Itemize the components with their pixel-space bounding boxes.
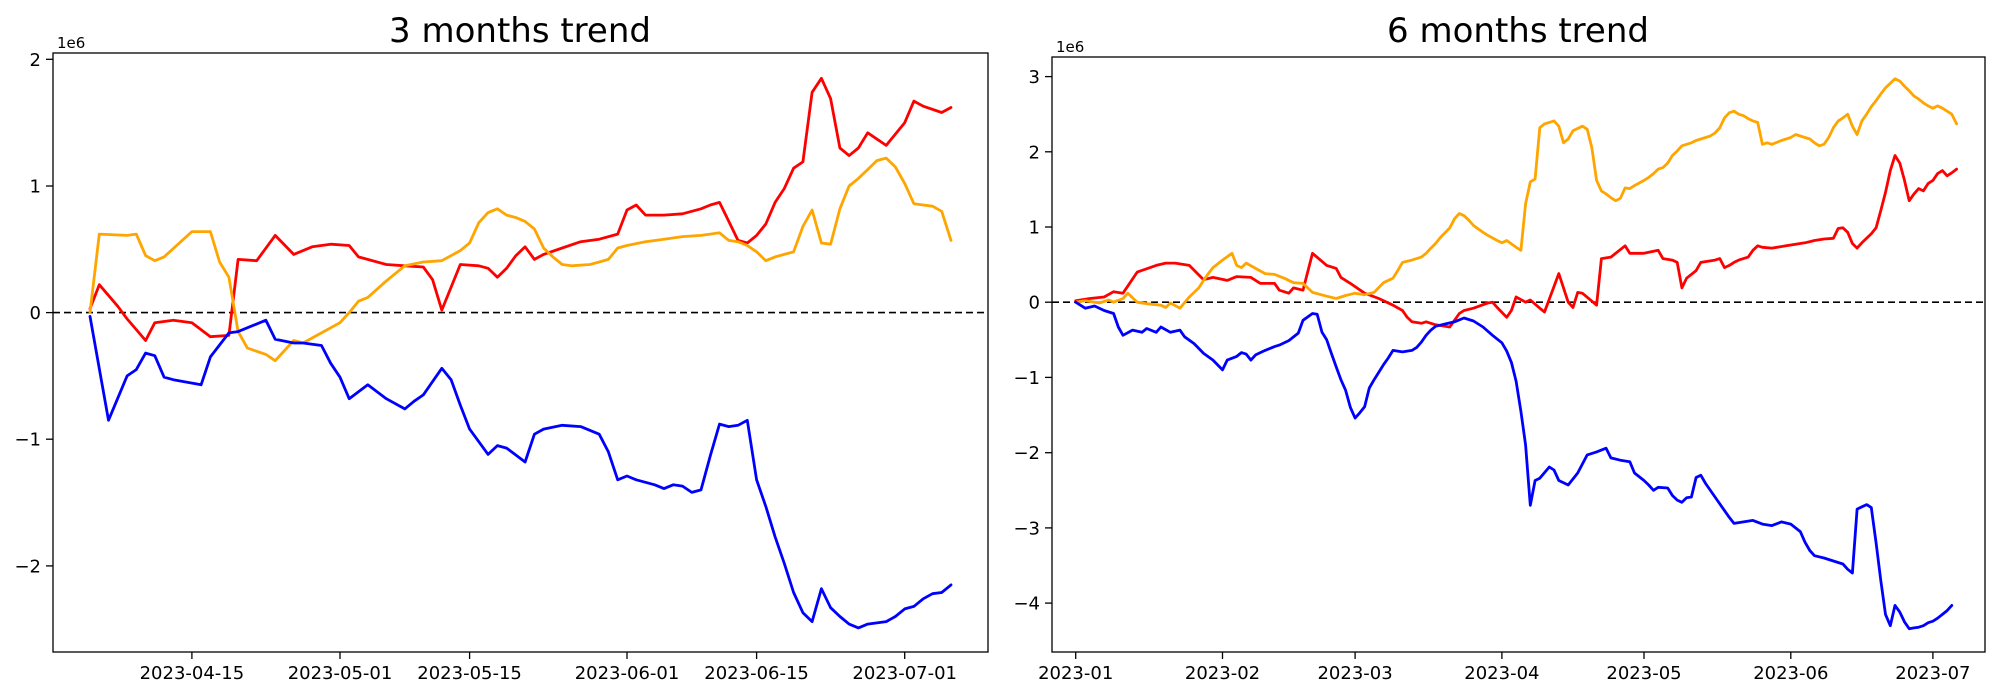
axes-frame bbox=[52, 52, 989, 653]
y-tick-label: −2 bbox=[14, 556, 41, 577]
y-tick-label: −1 bbox=[14, 430, 41, 451]
y-tick-label: −1 bbox=[1013, 368, 1040, 389]
x-tick-label: 2023-07 bbox=[1895, 663, 1970, 684]
x-tick-label: 2023-07-01 bbox=[852, 663, 957, 684]
x-tick-label: 2023-05-15 bbox=[417, 663, 522, 684]
x-tick-label: 2023-05 bbox=[1606, 663, 1681, 684]
x-tick-label: 2023-03 bbox=[1317, 663, 1392, 684]
x-tick-label: 2023-04 bbox=[1464, 663, 1539, 684]
x-tick-label: 2023-04-15 bbox=[140, 663, 245, 684]
x-tick-label: 2023-01 bbox=[1038, 663, 1113, 684]
y-tick-label: 2 bbox=[1029, 142, 1040, 163]
series-line-orange bbox=[1074, 77, 1958, 310]
x-tick-label: 2023-06-15 bbox=[704, 663, 809, 684]
x-tick-label: 2023-02 bbox=[1185, 663, 1260, 684]
series-line-red bbox=[1074, 154, 1958, 329]
x-tick-label: 2023-05-01 bbox=[288, 663, 393, 684]
x-tick-label: 2023-06-01 bbox=[575, 663, 680, 684]
y-axis-offset-label-left: 1e6 bbox=[57, 34, 85, 52]
y-tick-label: 2 bbox=[30, 50, 41, 71]
y-tick-label: 1 bbox=[1029, 218, 1040, 239]
y-tick-label: −2 bbox=[1013, 443, 1040, 464]
chart-title-3-months: 3 months trend bbox=[389, 11, 651, 51]
subplot-3-months-trend: 3 months trend 1e6 2023-04-15 2023-05-01 2… bbox=[14, 11, 989, 684]
y-tick-label: −4 bbox=[1013, 594, 1040, 615]
axes-frame bbox=[1051, 56, 1986, 653]
subplot-6-months-trend: 6 months trend 1e6 2023-01 2023-02 2023-03… bbox=[1013, 11, 1986, 684]
y-tick-label: −3 bbox=[1013, 518, 1040, 539]
y-tick-label: 0 bbox=[30, 303, 41, 324]
series-line-blue bbox=[88, 314, 953, 630]
y-axis-offset-label-right: 1e6 bbox=[1056, 38, 1084, 56]
x-tick-label: 2023-06 bbox=[1753, 663, 1828, 684]
y-tick-label: 3 bbox=[1029, 67, 1040, 88]
series-line-orange bbox=[88, 156, 953, 363]
series-line-blue bbox=[1074, 300, 1954, 631]
y-tick-label: 1 bbox=[30, 177, 41, 198]
series-line-red bbox=[88, 76, 953, 342]
y-tick-label: 0 bbox=[1029, 293, 1040, 314]
chart-title-6-months: 6 months trend bbox=[1387, 11, 1649, 51]
